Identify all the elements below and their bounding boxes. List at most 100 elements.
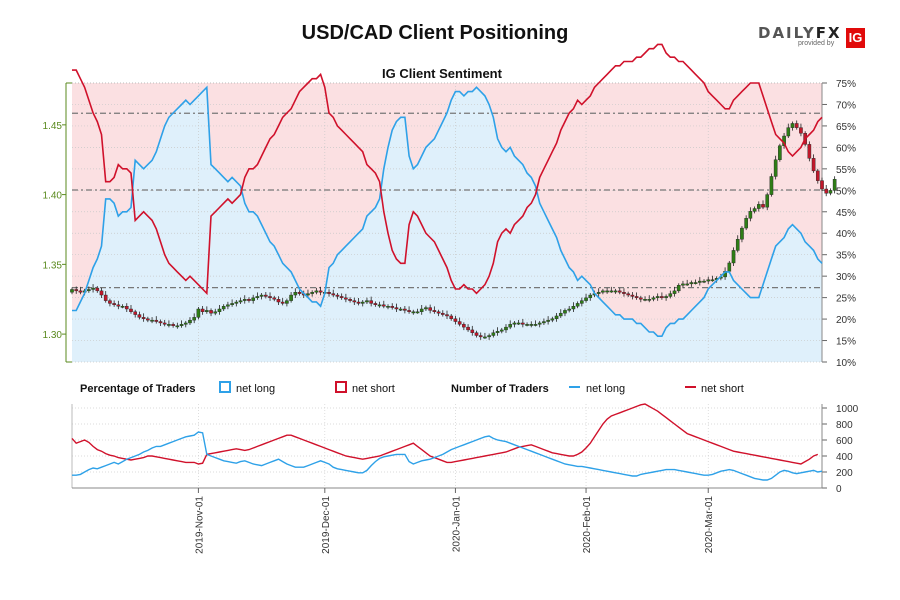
- price-candle: [537, 322, 542, 325]
- price-candle: [108, 300, 112, 304]
- price-candle: [672, 290, 677, 294]
- x-tick-label: 2020-Mar-01: [704, 496, 715, 554]
- price-candle: [706, 279, 711, 282]
- net-short-count-line: [71, 403, 819, 465]
- left-price-tick: 1.35: [43, 260, 63, 271]
- right-pct-tick: 35%: [836, 251, 856, 262]
- right-count-tick: 0: [836, 484, 842, 495]
- price-candle: [756, 204, 761, 209]
- price-candle: [765, 194, 770, 208]
- x-tick-label: 2019-Nov-01: [194, 496, 205, 554]
- price-candle: [251, 297, 255, 301]
- price-candle: [660, 296, 664, 299]
- price-candle: [521, 322, 525, 325]
- price-candle: [740, 227, 744, 240]
- price-candle: [550, 318, 555, 321]
- x-tick-label: 2019-Dec-01: [321, 496, 332, 554]
- price-candle: [70, 289, 74, 293]
- net-long-area: [72, 87, 822, 363]
- price-candle: [811, 158, 816, 172]
- right-pct-tick: 30%: [836, 272, 856, 283]
- right-pct-tick: 45%: [836, 208, 856, 219]
- price-candle: [415, 311, 420, 314]
- dailyfx-logo: DAILYFX provided by IG: [758, 24, 868, 50]
- price-candle: [693, 282, 698, 284]
- price-candle: [735, 239, 740, 251]
- price-candle: [192, 317, 196, 321]
- price-candle: [617, 290, 622, 293]
- price-candle: [428, 307, 432, 311]
- price-candle: [95, 287, 100, 292]
- price-candle: [196, 308, 201, 318]
- page-title: USD/CAD Client Positioning: [301, 22, 569, 44]
- price-candle: [369, 300, 373, 304]
- left-price-tick: 1.40: [43, 191, 63, 202]
- right-pct-tick: 75%: [836, 79, 856, 90]
- price-candle: [462, 324, 466, 328]
- price-candle: [609, 290, 614, 293]
- price-candle: [78, 290, 83, 293]
- net-short-line: [72, 43, 823, 296]
- price-candle: [533, 324, 538, 326]
- price-candle: [580, 300, 584, 304]
- price-candle: [449, 315, 454, 319]
- left-price-tick: 1.30: [43, 330, 63, 341]
- price-candle: [146, 318, 150, 321]
- left-price-tick: 1.45: [43, 121, 63, 132]
- price-candle: [563, 310, 567, 314]
- price-candle: [529, 324, 534, 326]
- price-candle: [238, 300, 243, 303]
- legend-pct-long-swatch: [219, 381, 231, 393]
- price-candle: [512, 322, 517, 325]
- price-candle: [226, 304, 230, 307]
- price-candle: [790, 123, 795, 128]
- price-candle: [491, 332, 496, 336]
- chart-subtitle: IG Client Sentiment: [382, 66, 503, 81]
- price-candle: [554, 315, 559, 319]
- price-candle: [200, 308, 205, 312]
- price-candle: [495, 331, 500, 333]
- price-candle: [807, 144, 812, 159]
- price-candle: [483, 336, 487, 339]
- price-candle: [571, 306, 576, 310]
- price-candle: [234, 301, 239, 304]
- price-candle: [655, 296, 660, 299]
- price-candle: [794, 123, 799, 128]
- legend-pct-long-label: net long: [236, 383, 275, 395]
- price-candle: [230, 303, 234, 306]
- price-candle: [799, 127, 803, 134]
- price-candle: [828, 190, 833, 194]
- price-candle: [474, 332, 479, 336]
- price-candle: [209, 310, 213, 314]
- price-candle: [689, 282, 694, 285]
- right-count-tick: 1000: [836, 404, 859, 415]
- price-candle: [99, 290, 104, 296]
- right-pct-tick: 70%: [836, 100, 856, 111]
- price-candle: [824, 188, 829, 194]
- price-candle: [217, 308, 222, 312]
- legend-num-long-label: net long: [586, 383, 625, 395]
- price-candle: [558, 312, 563, 317]
- price-candle: [306, 293, 310, 296]
- price-candle: [162, 322, 167, 325]
- right-count-tick: 600: [836, 436, 853, 447]
- legend-pct-short-swatch: [335, 381, 347, 393]
- price-candle: [769, 176, 774, 195]
- price-candle: [381, 304, 386, 307]
- price-candle: [786, 127, 791, 137]
- price-candle: [761, 204, 765, 208]
- right-pct-tick: 55%: [836, 165, 856, 176]
- right-pct-tick: 50%: [836, 186, 856, 197]
- price-candle: [508, 324, 513, 328]
- price-candle: [386, 306, 390, 308]
- price-candle: [310, 292, 314, 294]
- price-candle: [158, 321, 163, 324]
- price-candle: [436, 311, 441, 314]
- legend-pct-title: Percentage of Traders: [80, 383, 196, 395]
- price-candle: [815, 170, 820, 181]
- price-candle: [748, 211, 753, 219]
- price-candle: [440, 312, 445, 315]
- logo-wordmark: DAILYFX: [758, 24, 842, 42]
- price-candle: [773, 159, 778, 177]
- price-candle: [832, 179, 837, 191]
